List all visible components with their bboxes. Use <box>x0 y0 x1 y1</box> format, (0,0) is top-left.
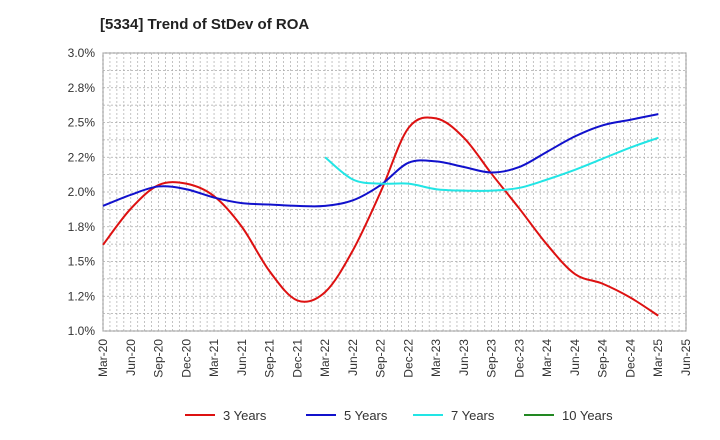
x-tick-label: Sep-23 <box>485 339 499 378</box>
x-tick-label: Sep-22 <box>374 339 388 378</box>
legend-label: 3 Years <box>223 408 267 423</box>
y-tick-label: 2.0% <box>68 185 96 199</box>
x-axis-ticks: Mar-20 Jun-20 Sep-20 Dec-20 Mar-21 Jun-21 Sep-… <box>96 339 693 378</box>
x-tick-label: Sep-24 <box>596 339 610 378</box>
y-tick-label: 1.0% <box>68 324 96 338</box>
y-tick-label: 1.2% <box>68 289 96 303</box>
chart-title: [5334] Trend of StDev of ROA <box>100 16 309 33</box>
series-line-7-years <box>324 136 659 192</box>
series-line-3-years <box>102 116 659 317</box>
y-axis-ticks: 3.0% 2.8% 2.5% 2.2% 2.0% 1.8% 1.5% 1.2% 1.0% <box>68 46 96 338</box>
x-tick-label: Jun-25 <box>679 339 693 376</box>
x-tick-label: Sep-20 <box>152 339 166 378</box>
legend-label: 10 Years <box>562 408 613 423</box>
x-tick-label: Mar-20 <box>96 339 110 377</box>
y-tick-label: 1.5% <box>68 255 96 269</box>
x-tick-label: Mar-23 <box>429 339 443 377</box>
x-tick-label: Mar-21 <box>207 339 221 377</box>
y-tick-label: 3.0% <box>68 46 96 60</box>
x-tick-label: Dec-22 <box>401 339 415 378</box>
y-tick-label: 1.8% <box>68 220 96 234</box>
x-tick-label: Dec-24 <box>623 339 637 378</box>
x-tick-label: Jun-22 <box>346 339 360 376</box>
x-tick-label: Sep-21 <box>263 339 277 378</box>
x-tick-label: Dec-20 <box>179 339 193 378</box>
x-tick-label: Mar-24 <box>540 339 554 377</box>
y-tick-label: 2.2% <box>68 150 96 164</box>
x-tick-label: Jun-20 <box>124 339 138 376</box>
x-tick-label: Dec-21 <box>290 339 304 378</box>
y-tick-label: 2.8% <box>68 81 96 95</box>
legend: 3 Years 5 Years 7 Years 10 Years <box>185 408 613 423</box>
x-tick-label: Dec-23 <box>512 339 526 378</box>
y-tick-label: 2.5% <box>68 116 96 130</box>
x-tick-label: Jun-24 <box>568 339 582 376</box>
x-tick-label: Jun-23 <box>457 339 471 376</box>
x-tick-label: Mar-25 <box>651 339 665 377</box>
legend-label: 7 Years <box>451 408 495 423</box>
series-lines <box>102 113 659 317</box>
x-tick-label: Jun-21 <box>235 339 249 376</box>
series-line-5-years <box>102 113 659 208</box>
legend-label: 5 Years <box>344 408 388 423</box>
x-tick-label: Mar-22 <box>318 339 332 377</box>
